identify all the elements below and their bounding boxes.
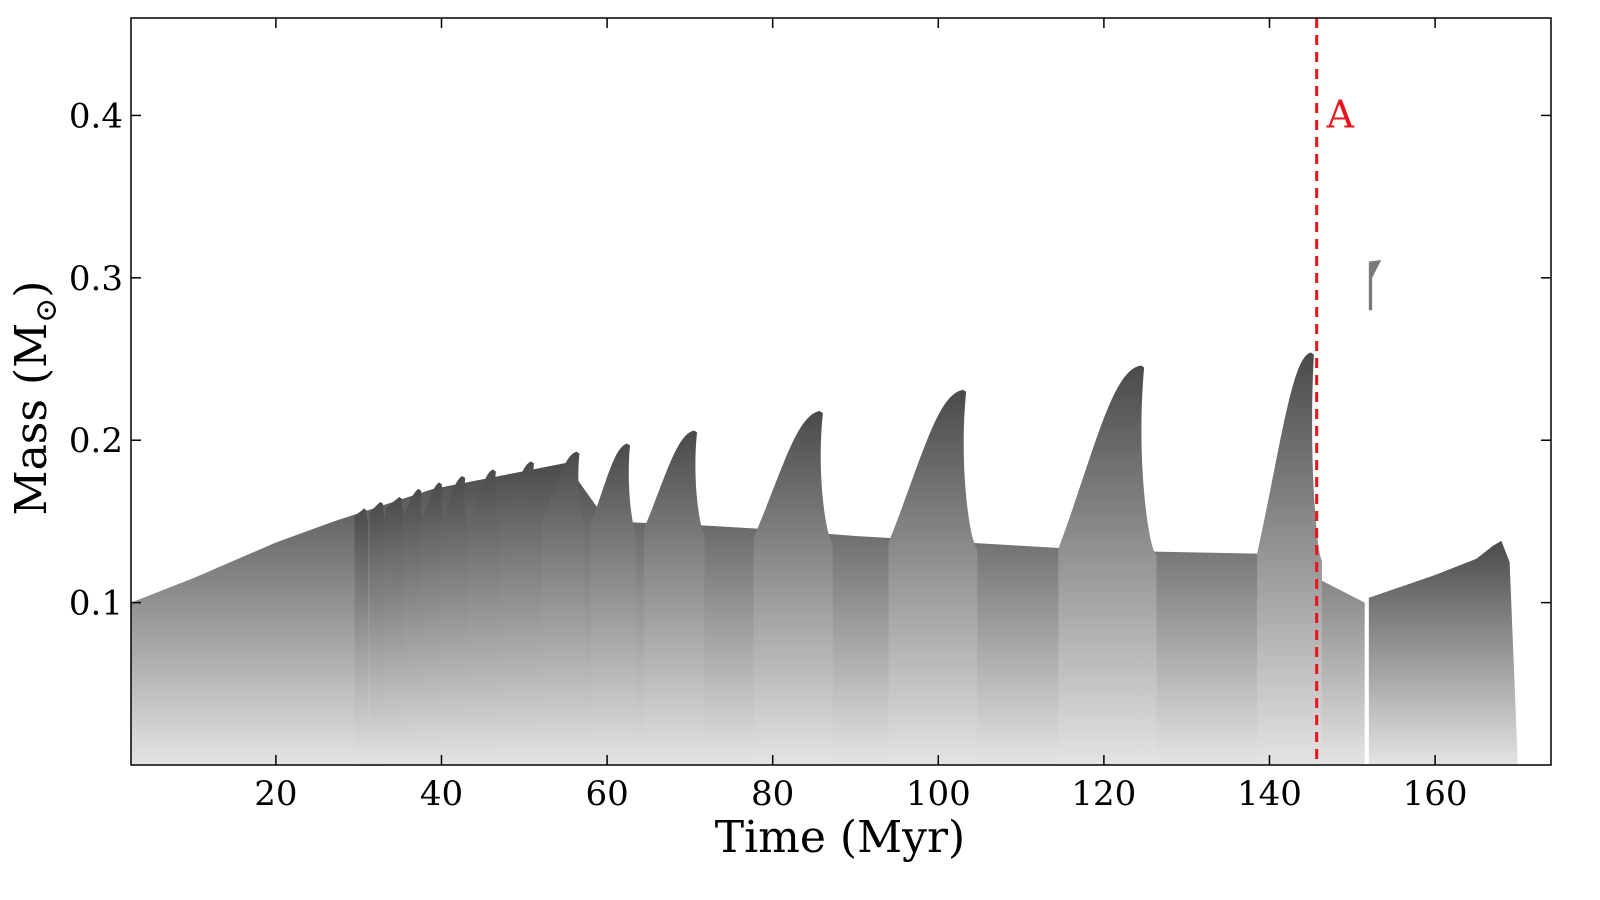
y-axis-label-sun-symbol: ⊙ (29, 298, 64, 323)
x-tick-label: 40 (420, 774, 463, 814)
x-tick-label: 160 (1403, 774, 1468, 814)
flash-5 (421, 482, 445, 765)
flash-4 (402, 488, 424, 765)
flash-13 (888, 389, 978, 765)
x-tick-label: 20 (254, 774, 297, 814)
x-tick-label: 140 (1237, 774, 1302, 814)
flash-14 (1058, 365, 1157, 765)
flash-10 (590, 443, 636, 765)
x-tick-label: 120 (1071, 774, 1136, 814)
mass-region-main (131, 462, 1365, 765)
y-axis-label-close: ) (6, 281, 57, 298)
mass-region-late (1368, 540, 1518, 765)
x-tick-label: 60 (585, 774, 628, 814)
flash-3 (385, 497, 405, 765)
flash-12 (753, 410, 833, 765)
y-tick-label: 0.3 (69, 259, 123, 299)
plot-frame (130, 17, 1552, 766)
axes-layer: 20 40 60 80 100 120 140 160 0.1 0.2 0.3 0.4 (69, 17, 1552, 814)
flash-9 (541, 451, 585, 765)
y-axis-label: Mass (M⊙) (6, 281, 64, 516)
flash-11 (644, 430, 705, 765)
flash-1 (354, 508, 369, 765)
x-axis-label: Time (Myr) (715, 812, 965, 863)
upper-core-sliver (1368, 259, 1382, 311)
y-tick-label: 0.1 (69, 584, 123, 624)
flash-15 (1257, 352, 1322, 765)
x-tick-label: 100 (906, 774, 971, 814)
flash-7 (469, 469, 500, 765)
x-tick-label: 80 (751, 774, 794, 814)
flash-2 (369, 501, 385, 765)
marks-layer: A (131, 18, 1518, 765)
marker-label-a: A (1326, 92, 1355, 136)
y-tick-label: 0.2 (69, 421, 123, 461)
y-tick-label: 0.4 (69, 96, 123, 136)
flash-8 (504, 461, 538, 765)
y-axis-label-main: Mass (M (6, 323, 57, 516)
flash-6 (441, 475, 469, 765)
